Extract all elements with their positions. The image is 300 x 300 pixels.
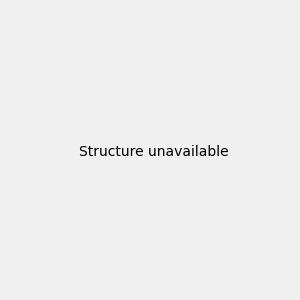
Text: Structure unavailable: Structure unavailable [79,145,229,158]
